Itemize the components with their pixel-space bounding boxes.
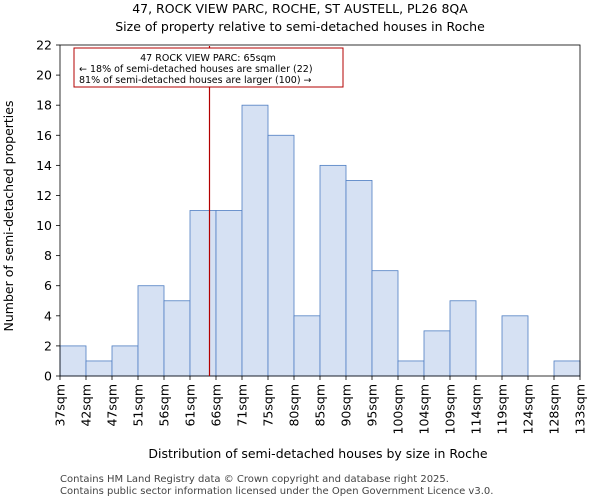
- y-tick-label: 2: [44, 338, 52, 353]
- x-tick-label: 104sqm: [417, 384, 432, 434]
- chart-title: 47, ROCK VIEW PARC, ROCHE, ST AUSTELL, P…: [132, 1, 468, 16]
- x-tick-label: 95sqm: [365, 384, 380, 427]
- x-tick-label: 100sqm: [391, 384, 406, 434]
- y-tick-label: 4: [44, 308, 52, 323]
- bar-61sqm: [189, 210, 217, 377]
- bar-95sqm: [371, 270, 399, 377]
- bar-66sqm: [215, 210, 243, 377]
- x-tick-label: 109sqm: [443, 384, 458, 434]
- bar-109sqm: [449, 300, 477, 377]
- bars-group: [59, 104, 581, 377]
- x-tick-label: 51sqm: [131, 384, 146, 427]
- bar-71sqm: [241, 104, 269, 377]
- x-tick-label: 61sqm: [183, 384, 198, 427]
- chart-subtitle: Size of property relative to semi-detach…: [115, 19, 485, 34]
- x-tick-label: 85sqm: [313, 384, 328, 427]
- y-tick-label: 20: [36, 68, 52, 83]
- bar-119sqm: [501, 315, 529, 377]
- x-tick-label: 37sqm: [53, 384, 68, 427]
- annotation-line-3: 81% of semi-detached houses are larger (…: [79, 75, 312, 86]
- annotation-line-1: 47 ROCK VIEW PARC: 65sqm: [140, 53, 276, 64]
- x-tick-label: 124sqm: [521, 384, 536, 434]
- x-tick-label: 56sqm: [157, 384, 172, 427]
- bar-56sqm: [163, 300, 191, 377]
- plot-frame: [59, 44, 581, 377]
- bar-47sqm: [111, 345, 139, 377]
- x-tick-label: 114sqm: [469, 384, 484, 434]
- x-tick-label: 80sqm: [287, 384, 302, 427]
- x-tick-label: 90sqm: [339, 384, 354, 427]
- x-tick-label: 75sqm: [261, 384, 276, 427]
- bar-128sqm: [553, 360, 581, 377]
- y-tick-label: 18: [36, 98, 52, 113]
- annotation-frame: [73, 47, 344, 88]
- y-tick-label: 0: [44, 369, 52, 384]
- bar-100sqm: [397, 360, 425, 377]
- bar-51sqm: [137, 285, 165, 377]
- x-tick-label: 119sqm: [495, 384, 510, 434]
- x-tick-label: 47sqm: [105, 384, 120, 427]
- bar-75sqm: [267, 134, 295, 377]
- x-tick-label: 42sqm: [79, 384, 94, 427]
- annotation-line-2: ← 18% of semi-detached houses are smalle…: [79, 64, 313, 75]
- bar-80sqm: [293, 315, 321, 377]
- y-tick-label: 8: [44, 248, 52, 263]
- x-axis-ticks: 37sqm 42sqm 47sqm 51sqm 56sqm 61sqm 66sqm 71sqm…: [53, 376, 588, 434]
- bar-90sqm: [345, 180, 373, 377]
- x-tick-label: 133sqm: [573, 384, 588, 434]
- annotation-box: 47 ROCK VIEW PARC: 65sqm ← 18% of semi-d…: [73, 47, 344, 88]
- y-tick-label: 10: [36, 218, 52, 233]
- bar-37sqm: [59, 345, 87, 377]
- y-tick-label: 22: [36, 38, 52, 53]
- x-tick-label: 128sqm: [547, 384, 562, 434]
- y-axis-ticks: 0 2 4 6 8 10 12 14 16 18 20 22: [36, 38, 60, 384]
- y-axis-label: Number of semi-detached properties: [1, 101, 16, 332]
- x-tick-label: 66sqm: [209, 384, 224, 427]
- x-axis-label: Distribution of semi-detached houses by …: [148, 446, 487, 461]
- y-tick-label: 12: [36, 188, 52, 203]
- y-tick-label: 14: [36, 158, 52, 173]
- bar-85sqm: [319, 164, 347, 377]
- footer-line-1: Contains HM Land Registry data © Crown c…: [60, 474, 449, 485]
- bar-104sqm: [423, 330, 451, 377]
- x-tick-label: 71sqm: [235, 384, 250, 427]
- footer-line-2: Contains public sector information licen…: [60, 486, 493, 497]
- y-tick-label: 16: [36, 128, 52, 143]
- y-tick-label: 6: [44, 278, 52, 293]
- bar-42sqm: [85, 360, 113, 377]
